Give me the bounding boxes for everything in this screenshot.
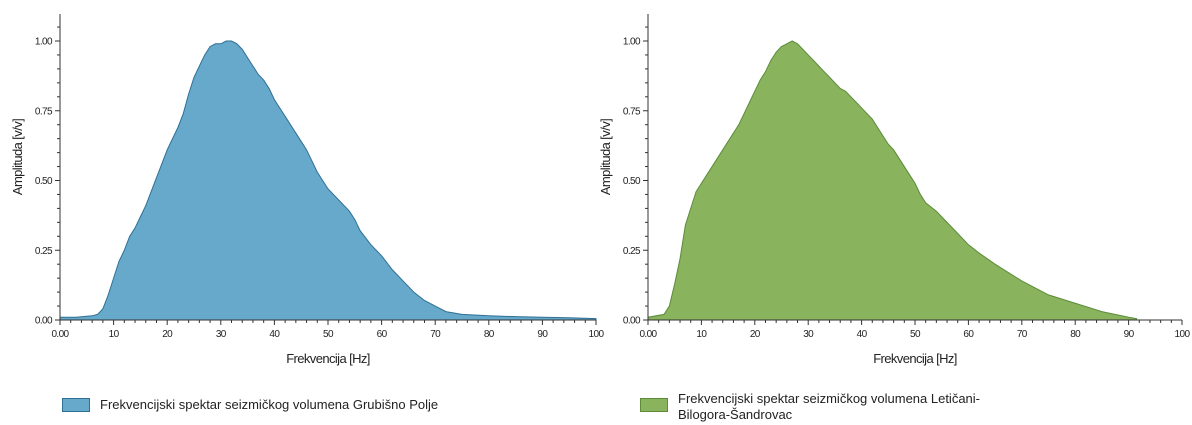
chart-0: 0.00 0.25 0.50 0.75 1.00 0.00 10 20 30 40 50 60 70 80…	[10, 14, 604, 366]
y-tick-label: 0.25	[35, 246, 53, 257]
series-area-1-0	[648, 41, 1137, 320]
x-tick-label: 50	[910, 329, 921, 340]
x-tick-label: 60	[963, 329, 974, 340]
legend-swatch-blue	[62, 398, 90, 412]
x-axis-label: Frekvencija [Hz]	[286, 351, 370, 366]
x-tick-label: 30	[803, 329, 814, 340]
y-tick-label: 1.00	[35, 37, 53, 48]
legend-swatch-green	[640, 398, 668, 412]
x-tick-label: 40	[857, 329, 868, 340]
y-tick-label: 0.00	[623, 316, 641, 327]
y-tick-label: 0.75	[35, 106, 53, 117]
x-tick-label: 90	[537, 329, 548, 340]
y-axis-label: Amplituda [v/v]	[10, 119, 25, 195]
series-area-0-0	[60, 41, 596, 320]
legend-grubisno-polje: Frekvencijski spektar seizmičkog volumen…	[62, 397, 438, 413]
y-tick-label: 0.75	[623, 106, 641, 117]
x-tick-label: 10	[696, 329, 707, 340]
y-tick-label: 0.50	[623, 176, 641, 187]
x-tick-label: 20	[162, 329, 173, 340]
y-tick-label: 0.25	[623, 246, 641, 257]
x-tick-label: 0.00	[51, 329, 69, 340]
legend-leticani-bilogora-sandrovac: Frekvencijski spektar seizmičkog volumen…	[640, 391, 988, 423]
legend-label-leticani-bilogora-sandrovac: Frekvencijski spektar seizmičkog volumen…	[678, 391, 988, 423]
x-tick-label: 20	[750, 329, 761, 340]
y-tick-label: 1.00	[623, 37, 641, 48]
legend-label-grubisno-polje: Frekvencijski spektar seizmičkog volumen…	[100, 397, 438, 413]
x-tick-label: 30	[216, 329, 227, 340]
x-tick-label: 90	[1124, 329, 1135, 340]
x-tick-label: 40	[269, 329, 280, 340]
x-tick-label: 100	[589, 329, 605, 340]
x-tick-label: 0.00	[639, 329, 657, 340]
y-tick-label: 0.00	[35, 316, 53, 327]
x-tick-label: 50	[323, 329, 334, 340]
y-axis-label: Amplituda [v/v]	[598, 119, 613, 195]
x-tick-label: 80	[484, 329, 495, 340]
x-tick-label: 70	[1017, 329, 1028, 340]
y-tick-label: 0.50	[35, 176, 53, 187]
x-tick-label: 70	[430, 329, 441, 340]
x-tick-label: 60	[377, 329, 388, 340]
x-axis-label: Frekvencija [Hz]	[873, 351, 957, 366]
x-tick-label: 100	[1175, 329, 1191, 340]
x-tick-label: 10	[109, 329, 120, 340]
x-tick-label: 80	[1070, 329, 1081, 340]
chart-1: 0.00 0.25 0.50 0.75 1.00 0.00 10 20 30 40 50 60 70 80…	[598, 14, 1190, 366]
